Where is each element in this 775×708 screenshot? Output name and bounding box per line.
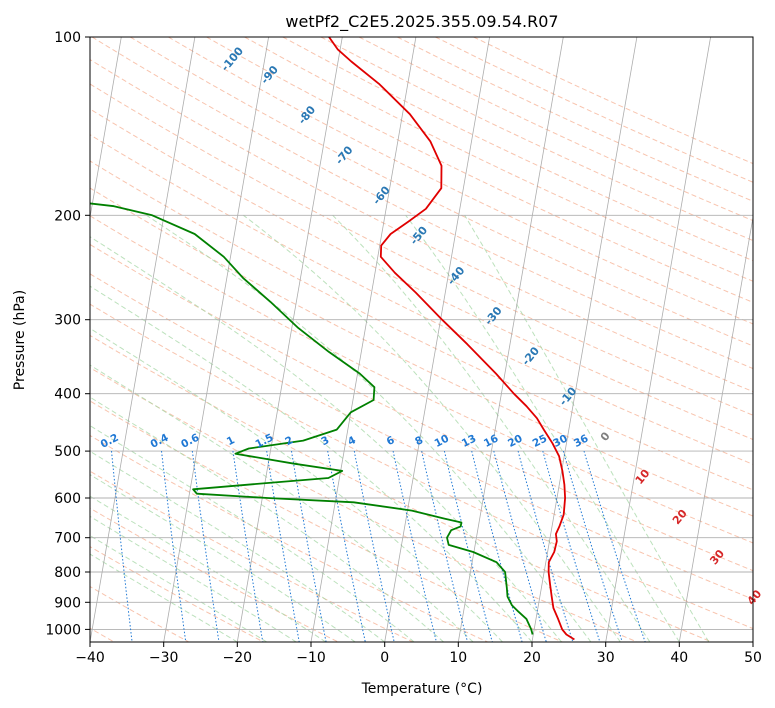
mixing-ratio-label: 3	[319, 434, 331, 448]
mixing-ratio-line	[161, 451, 187, 642]
mixing-ratio-line	[111, 451, 133, 642]
isotherm	[531, 37, 638, 642]
dry-adiabat	[90, 334, 712, 642]
moist-adiabat	[90, 396, 444, 642]
mixing-ratio-label: 10	[433, 433, 451, 450]
moist-adiabat	[146, 214, 592, 642]
mixing-ratio-line	[191, 451, 220, 642]
y-tick-label: 100	[54, 30, 81, 46]
mixing-ratio-line	[421, 450, 468, 642]
x-tick-label: −30	[149, 650, 179, 666]
y-tick-label: 500	[54, 444, 81, 460]
mixing-ratio-line	[562, 450, 623, 642]
dewpoint-profile	[90, 202, 534, 635]
dry-adiabat	[90, 303, 753, 630]
chart-title: wetPf2_C2E5.2025.355.09.54.R07	[285, 12, 558, 32]
moist-adiabat	[90, 450, 385, 642]
isotherm	[236, 37, 343, 642]
dry-adiabat	[90, 470, 414, 642]
dry-adiabat	[90, 134, 753, 465]
y-tick-label: 600	[54, 491, 81, 507]
y-tick-label: 800	[54, 565, 81, 581]
dry-adiabat	[206, 37, 753, 303]
mixing-ratio-line	[232, 451, 264, 642]
mixing-ratio-label: 13	[460, 433, 478, 450]
plot-background	[90, 37, 753, 642]
axis-ticks: −40 −30 −20 −10 0 10 20 30 40 50 100 200 300 400 500 60…	[45, 30, 762, 666]
x-tick-label: −10	[296, 650, 326, 666]
mixing-ratio-line	[583, 450, 646, 642]
dry-adiabat	[90, 187, 753, 517]
y-axis-label: Pressure (hPa)	[12, 290, 28, 390]
y-tick-label: 700	[54, 531, 81, 547]
isotherm	[163, 37, 269, 642]
isotherm	[90, 37, 196, 642]
x-tick-label: 30	[597, 650, 615, 666]
dry-adiabat	[90, 273, 753, 600]
dry-adiabat	[90, 367, 638, 642]
dry-adiabat	[90, 400, 563, 642]
x-tick-label: 40	[670, 650, 688, 666]
mixing-ratio-label: 6	[385, 434, 397, 448]
isotherm	[678, 215, 753, 642]
x-tick-label: 10	[449, 650, 467, 666]
moist-adiabat	[243, 214, 621, 642]
mixing-ratio-label: 30	[551, 433, 569, 450]
x-tick-label: 50	[744, 650, 762, 666]
moist-adiabat	[464, 215, 710, 642]
dry-adiabat	[91, 37, 753, 370]
mixing-ratio-line	[392, 450, 437, 642]
y-tick-label: 200	[54, 208, 81, 224]
moist-adiabat	[90, 474, 356, 642]
moist-adiabat	[405, 215, 680, 642]
isotherm	[752, 639, 753, 642]
y-tick-label: 300	[54, 313, 81, 329]
isotherm	[90, 37, 122, 220]
dry-adiabat	[129, 37, 753, 347]
mixing-ratio-label: 20	[506, 433, 524, 450]
plot-frame	[89, 36, 754, 643]
moist-adiabat	[90, 425, 415, 642]
y-tick-label: 400	[54, 387, 81, 403]
mixing-ratio-line	[471, 450, 523, 642]
mixing-ratio-line	[443, 450, 493, 642]
y-tick-label: 1000	[45, 622, 81, 638]
moist-adiabat	[90, 553, 238, 642]
mixing-ratio-label: 4	[346, 434, 358, 448]
moist-adiabat	[90, 364, 474, 642]
x-tick-label: 20	[523, 650, 541, 666]
moist-adiabat	[90, 495, 326, 642]
mixing-ratio-line	[493, 450, 547, 642]
profile-lines	[90, 37, 575, 641]
x-axis-label: Temperature (°C)	[361, 681, 483, 697]
mixing-ratio-label: 36	[572, 433, 590, 450]
isotherm	[384, 37, 490, 642]
moist-adiabat	[90, 236, 562, 642]
isotherm	[457, 37, 564, 642]
dry-adiabat	[90, 434, 488, 642]
mixing-ratio-label: 8	[413, 434, 425, 448]
isotherm	[605, 37, 711, 642]
mixing-ratio-label: 16	[482, 433, 500, 450]
isotherm	[310, 37, 417, 642]
mixing-ratio-label: 2	[283, 434, 295, 448]
moist-adiabat	[332, 214, 651, 642]
dry-adiabat	[90, 83, 753, 416]
y-tick-label: 900	[54, 595, 81, 611]
x-tick-label: 0	[380, 650, 389, 666]
x-tick-label: −20	[223, 650, 253, 666]
mixing-ratio-label: 1	[225, 434, 237, 448]
x-tick-label: −40	[75, 650, 105, 666]
mixing-ratio-label: 25	[531, 433, 549, 450]
temperature-profile	[328, 37, 575, 641]
moist-adiabat	[90, 327, 503, 642]
